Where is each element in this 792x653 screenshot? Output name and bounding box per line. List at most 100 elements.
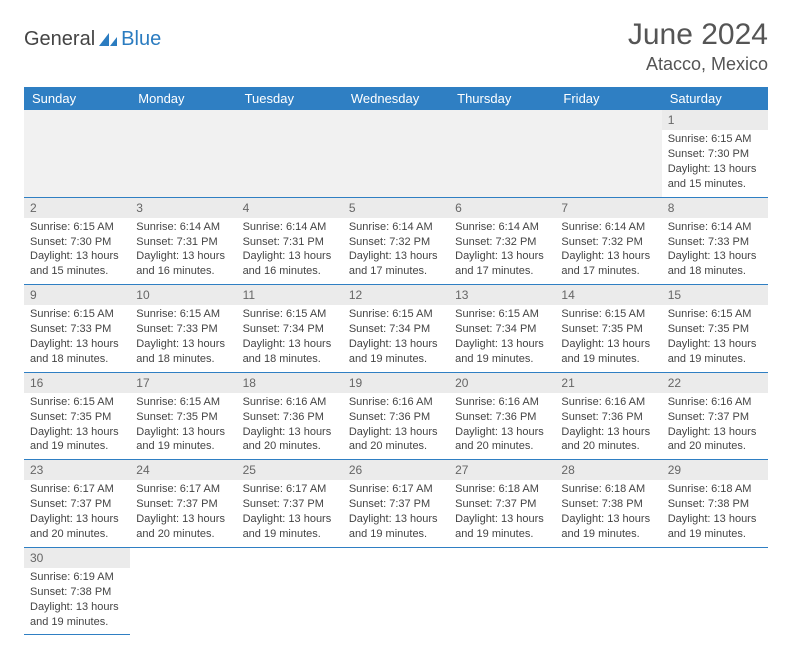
- day-cell: 23Sunrise: 6:17 AMSunset: 7:37 PMDayligh…: [24, 460, 130, 548]
- sunset-text: Sunset: 7:38 PM: [561, 497, 655, 512]
- day-header: Friday: [555, 87, 661, 110]
- sunset-text: Sunset: 7:35 PM: [136, 410, 230, 425]
- calendar-table: SundayMondayTuesdayWednesdayThursdayFrid…: [24, 87, 768, 635]
- day-cell: 27Sunrise: 6:18 AMSunset: 7:37 PMDayligh…: [449, 460, 555, 548]
- sunset-text: Sunset: 7:35 PM: [561, 322, 655, 337]
- sunset-text: Sunset: 7:36 PM: [455, 410, 549, 425]
- sunset-text: Sunset: 7:37 PM: [668, 410, 762, 425]
- day-number: 15: [662, 285, 768, 305]
- sunrise-text: Sunrise: 6:15 AM: [136, 395, 230, 410]
- day-cell: 13Sunrise: 6:15 AMSunset: 7:34 PMDayligh…: [449, 285, 555, 373]
- day-cell: 14Sunrise: 6:15 AMSunset: 7:35 PMDayligh…: [555, 285, 661, 373]
- sunset-text: Sunset: 7:37 PM: [136, 497, 230, 512]
- sunrise-text: Sunrise: 6:15 AM: [30, 307, 124, 322]
- day-number: 11: [237, 285, 343, 305]
- sunset-text: Sunset: 7:31 PM: [243, 235, 337, 250]
- blank-cell: [662, 547, 768, 635]
- sunset-text: Sunset: 7:35 PM: [30, 410, 124, 425]
- sunrise-text: Sunrise: 6:15 AM: [349, 307, 443, 322]
- day-cell: 20Sunrise: 6:16 AMSunset: 7:36 PMDayligh…: [449, 372, 555, 460]
- logo: General Blue: [24, 18, 161, 51]
- day-number: 24: [130, 460, 236, 480]
- logo-text-general: General: [24, 28, 95, 51]
- sunset-text: Sunset: 7:34 PM: [455, 322, 549, 337]
- daylight-text: Daylight: 13 hours and 19 minutes.: [349, 512, 443, 542]
- day-cell: 17Sunrise: 6:15 AMSunset: 7:35 PMDayligh…: [130, 372, 236, 460]
- sunrise-text: Sunrise: 6:14 AM: [349, 220, 443, 235]
- day-number: 29: [662, 460, 768, 480]
- day-cell: 18Sunrise: 6:16 AMSunset: 7:36 PMDayligh…: [237, 372, 343, 460]
- day-number: 9: [24, 285, 130, 305]
- sunrise-text: Sunrise: 6:17 AM: [243, 482, 337, 497]
- day-cell: 16Sunrise: 6:15 AMSunset: 7:35 PMDayligh…: [24, 372, 130, 460]
- sunset-text: Sunset: 7:38 PM: [668, 497, 762, 512]
- day-cell: 26Sunrise: 6:17 AMSunset: 7:37 PMDayligh…: [343, 460, 449, 548]
- day-number: 5: [343, 198, 449, 218]
- sunset-text: Sunset: 7:34 PM: [349, 322, 443, 337]
- daylight-text: Daylight: 13 hours and 16 minutes.: [136, 249, 230, 279]
- sunrise-text: Sunrise: 6:14 AM: [136, 220, 230, 235]
- day-cell: 2Sunrise: 6:15 AMSunset: 7:30 PMDaylight…: [24, 197, 130, 285]
- header: General Blue June 2024 Atacco, Mexico: [24, 18, 768, 75]
- daylight-text: Daylight: 13 hours and 19 minutes.: [668, 337, 762, 367]
- day-cell: 6Sunrise: 6:14 AMSunset: 7:32 PMDaylight…: [449, 197, 555, 285]
- day-cell: 4Sunrise: 6:14 AMSunset: 7:31 PMDaylight…: [237, 197, 343, 285]
- day-number: 13: [449, 285, 555, 305]
- day-cell: 8Sunrise: 6:14 AMSunset: 7:33 PMDaylight…: [662, 197, 768, 285]
- daylight-text: Daylight: 13 hours and 20 minutes.: [561, 425, 655, 455]
- sunrise-text: Sunrise: 6:19 AM: [30, 570, 124, 585]
- day-cell: 25Sunrise: 6:17 AMSunset: 7:37 PMDayligh…: [237, 460, 343, 548]
- sunset-text: Sunset: 7:33 PM: [136, 322, 230, 337]
- blank-cell: [130, 547, 236, 635]
- day-cell: 24Sunrise: 6:17 AMSunset: 7:37 PMDayligh…: [130, 460, 236, 548]
- sunrise-text: Sunrise: 6:18 AM: [455, 482, 549, 497]
- day-cell: 28Sunrise: 6:18 AMSunset: 7:38 PMDayligh…: [555, 460, 661, 548]
- blank-cell: [555, 110, 661, 197]
- daylight-text: Daylight: 13 hours and 19 minutes.: [136, 425, 230, 455]
- day-number: 20: [449, 373, 555, 393]
- daylight-text: Daylight: 13 hours and 18 minutes.: [668, 249, 762, 279]
- day-number: 22: [662, 373, 768, 393]
- sunset-text: Sunset: 7:30 PM: [668, 147, 762, 162]
- day-number: 10: [130, 285, 236, 305]
- daylight-text: Daylight: 13 hours and 19 minutes.: [668, 512, 762, 542]
- day-number: 6: [449, 198, 555, 218]
- daylight-text: Daylight: 13 hours and 19 minutes.: [455, 512, 549, 542]
- daylight-text: Daylight: 13 hours and 20 minutes.: [136, 512, 230, 542]
- daylight-text: Daylight: 13 hours and 20 minutes.: [349, 425, 443, 455]
- daylight-text: Daylight: 13 hours and 20 minutes.: [243, 425, 337, 455]
- sunset-text: Sunset: 7:37 PM: [243, 497, 337, 512]
- daylight-text: Daylight: 13 hours and 17 minutes.: [561, 249, 655, 279]
- sunrise-text: Sunrise: 6:14 AM: [668, 220, 762, 235]
- sunset-text: Sunset: 7:38 PM: [30, 585, 124, 600]
- day-number: 12: [343, 285, 449, 305]
- blank-cell: [449, 110, 555, 197]
- location: Atacco, Mexico: [628, 54, 768, 75]
- sunset-text: Sunset: 7:37 PM: [349, 497, 443, 512]
- sunrise-text: Sunrise: 6:15 AM: [668, 307, 762, 322]
- day-header: Saturday: [662, 87, 768, 110]
- daylight-text: Daylight: 13 hours and 19 minutes.: [30, 425, 124, 455]
- day-cell: 5 Sunrise: 6:14 AMSunset: 7:32 PMDaylight…: [343, 197, 449, 285]
- sunrise-text: Sunrise: 6:18 AM: [668, 482, 762, 497]
- sunrise-text: Sunrise: 6:15 AM: [243, 307, 337, 322]
- day-cell: 3Sunrise: 6:14 AMSunset: 7:31 PMDaylight…: [130, 197, 236, 285]
- daylight-text: Daylight: 13 hours and 18 minutes.: [136, 337, 230, 367]
- daylight-text: Daylight: 13 hours and 17 minutes.: [349, 249, 443, 279]
- page-title: June 2024: [628, 18, 768, 52]
- day-cell: 10Sunrise: 6:15 AMSunset: 7:33 PMDayligh…: [130, 285, 236, 373]
- daylight-text: Daylight: 13 hours and 16 minutes.: [243, 249, 337, 279]
- sunrise-text: Sunrise: 6:17 AM: [30, 482, 124, 497]
- day-cell: 1Sunrise: 6:15 AMSunset: 7:30 PMDaylight…: [662, 110, 768, 197]
- daylight-text: Daylight: 13 hours and 18 minutes.: [243, 337, 337, 367]
- logo-text-blue: Blue: [121, 28, 161, 51]
- sunrise-text: Sunrise: 6:16 AM: [455, 395, 549, 410]
- day-header: Wednesday: [343, 87, 449, 110]
- sunset-text: Sunset: 7:32 PM: [349, 235, 443, 250]
- sunrise-text: Sunrise: 6:14 AM: [243, 220, 337, 235]
- blank-cell: [555, 547, 661, 635]
- logo-sail-icon: [97, 31, 119, 49]
- blank-cell: [24, 110, 130, 197]
- daylight-text: Daylight: 13 hours and 19 minutes.: [561, 337, 655, 367]
- day-number: 16: [24, 373, 130, 393]
